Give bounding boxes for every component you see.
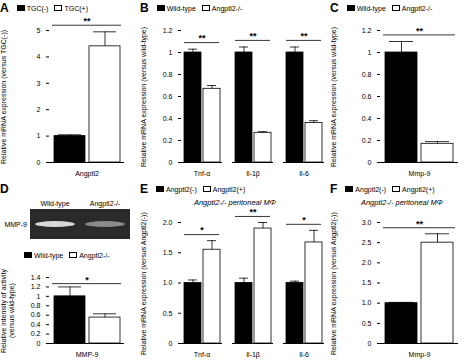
html-text:Angptl2(+): Angptl2(+) (402, 185, 435, 193)
svg-text:0.2: 0.2 (163, 137, 173, 144)
svg-text:0.2: 0.2 (362, 137, 372, 144)
svg-text:MMP-9: MMP-9 (76, 351, 99, 358)
html-text:Relative mRNA expression (vers: Relative mRNA expression (versus TGC(-)) (0, 30, 7, 164)
html-text:TGC(+): TGC(+) (64, 4, 88, 12)
svg-text:0.6: 0.6 (362, 93, 372, 100)
html-text:Relative mRNA expression (vers: Relative mRNA expression (versus Angptl2… (330, 212, 337, 355)
svg-text:0.4: 0.4 (31, 321, 41, 328)
html-text:B: B (140, 1, 149, 15)
svg-text:1.2: 1.2 (362, 27, 372, 34)
html-text:Relative mRNA expression (vers: Relative mRNA expression (versus wild-ty… (330, 27, 337, 167)
svg-text:2.0: 2.0 (362, 259, 372, 266)
html-text:TGC(-): TGC(-) (26, 4, 49, 12)
html-text:Wild-type: Wild-type (34, 251, 64, 259)
svg-text:0: 0 (169, 340, 173, 347)
svg-text:1.4: 1.4 (31, 274, 41, 281)
html-text:E: E (140, 182, 148, 196)
svg-text:1.2: 1.2 (31, 283, 41, 290)
html-text:Angptl2-/-: Angptl2-/- (401, 4, 433, 12)
svg-text:Mmp-9: Mmp-9 (409, 170, 431, 178)
svg-text:0.4: 0.4 (362, 115, 372, 122)
svg-text:Il-1β: Il-1β (246, 351, 260, 359)
svg-text:0.4: 0.4 (163, 115, 173, 122)
svg-text:Wild-type: Wild-type (40, 200, 69, 208)
html-text:Angptl2-/-: Angptl2-/- (211, 4, 243, 12)
html-text:F: F (330, 182, 338, 196)
svg-text:2: 2 (37, 106, 41, 113)
svg-text:Angptl2: Angptl2 (75, 170, 99, 178)
svg-text:1: 1 (37, 293, 41, 300)
html-text:Angptl2-/-: Angptl2-/- (79, 251, 110, 259)
svg-text:0: 0 (37, 340, 41, 347)
svg-text:1: 1 (169, 49, 173, 56)
html-text:Angptl2(-): Angptl2(-) (355, 185, 387, 193)
svg-text:0.5: 0.5 (163, 309, 173, 316)
html-text:Angptl2(-): Angptl2(-) (166, 185, 197, 193)
svg-text:0.5: 0.5 (362, 320, 372, 327)
html-text:Angptl2-/- peritoneal MΦ: Angptl2-/- peritoneal MΦ (360, 198, 444, 207)
svg-text:Mmp-9: Mmp-9 (409, 351, 431, 359)
html-text:C: C (330, 1, 339, 15)
svg-text:3: 3 (37, 80, 41, 87)
svg-text:Il-6: Il-6 (299, 351, 309, 358)
svg-text:*: * (85, 275, 89, 285)
html-text:D: D (0, 182, 9, 196)
svg-text:Angptl2-/-: Angptl2-/- (90, 200, 121, 208)
svg-text:1.5: 1.5 (362, 279, 372, 286)
svg-text:0: 0 (169, 159, 173, 166)
svg-text:**: ** (249, 31, 257, 41)
svg-text:**: ** (300, 31, 308, 41)
svg-text:2.0: 2.0 (163, 219, 173, 226)
html-text:Angptl2-/- peritoneal MΦ: Angptl2-/- peritoneal MΦ (193, 198, 277, 207)
svg-text:0.6: 0.6 (163, 93, 173, 100)
html-text:Relative intensity of activity: Relative intensity of activity (versus w… (0, 269, 15, 353)
svg-text:*: * (302, 215, 306, 225)
svg-text:3.0: 3.0 (362, 219, 372, 226)
svg-text:**: ** (416, 26, 424, 36)
svg-text:0.8: 0.8 (31, 302, 41, 309)
svg-text:4: 4 (37, 53, 41, 60)
svg-text:0: 0 (37, 159, 41, 166)
svg-text:1: 1 (368, 49, 372, 56)
svg-text:1: 1 (37, 132, 41, 139)
svg-text:0.6: 0.6 (31, 311, 41, 318)
html-text:Relative mRNA expression (vers: Relative mRNA expression (versus Angptl2… (140, 212, 147, 355)
svg-text:2.5: 2.5 (362, 239, 372, 246)
svg-text:**: ** (83, 16, 91, 26)
svg-text:1.0: 1.0 (362, 299, 372, 306)
svg-text:0: 0 (368, 159, 372, 166)
svg-text:5: 5 (37, 27, 41, 34)
svg-text:**: ** (198, 33, 206, 43)
svg-text:0.2: 0.2 (31, 330, 41, 337)
svg-text:**: ** (416, 219, 424, 229)
html-text:A: A (0, 1, 9, 15)
svg-text:1.2: 1.2 (163, 27, 173, 34)
svg-text:*: * (200, 225, 204, 235)
svg-text:Tnf-α: Tnf-α (194, 351, 211, 358)
svg-text:Il-6: Il-6 (299, 170, 309, 177)
svg-text:Tnf-α: Tnf-α (194, 170, 211, 177)
svg-text:0.8: 0.8 (362, 71, 372, 78)
svg-text:0: 0 (368, 340, 372, 347)
svg-text:MMP-9: MMP-9 (4, 221, 27, 228)
html-text:Wild-type: Wild-type (166, 4, 196, 12)
html-text:Angptl2(+): Angptl2(+) (212, 185, 246, 193)
html-text:Relative mRNA expression (vers: Relative mRNA expression (versus wild-ty… (140, 27, 147, 167)
svg-text:1.0: 1.0 (163, 279, 173, 286)
svg-text:**: ** (249, 207, 257, 217)
html-text:Wild-type: Wild-type (356, 4, 386, 12)
svg-text:0.8: 0.8 (163, 71, 173, 78)
svg-text:Il-1β: Il-1β (246, 170, 260, 178)
svg-text:1.5: 1.5 (163, 249, 173, 256)
